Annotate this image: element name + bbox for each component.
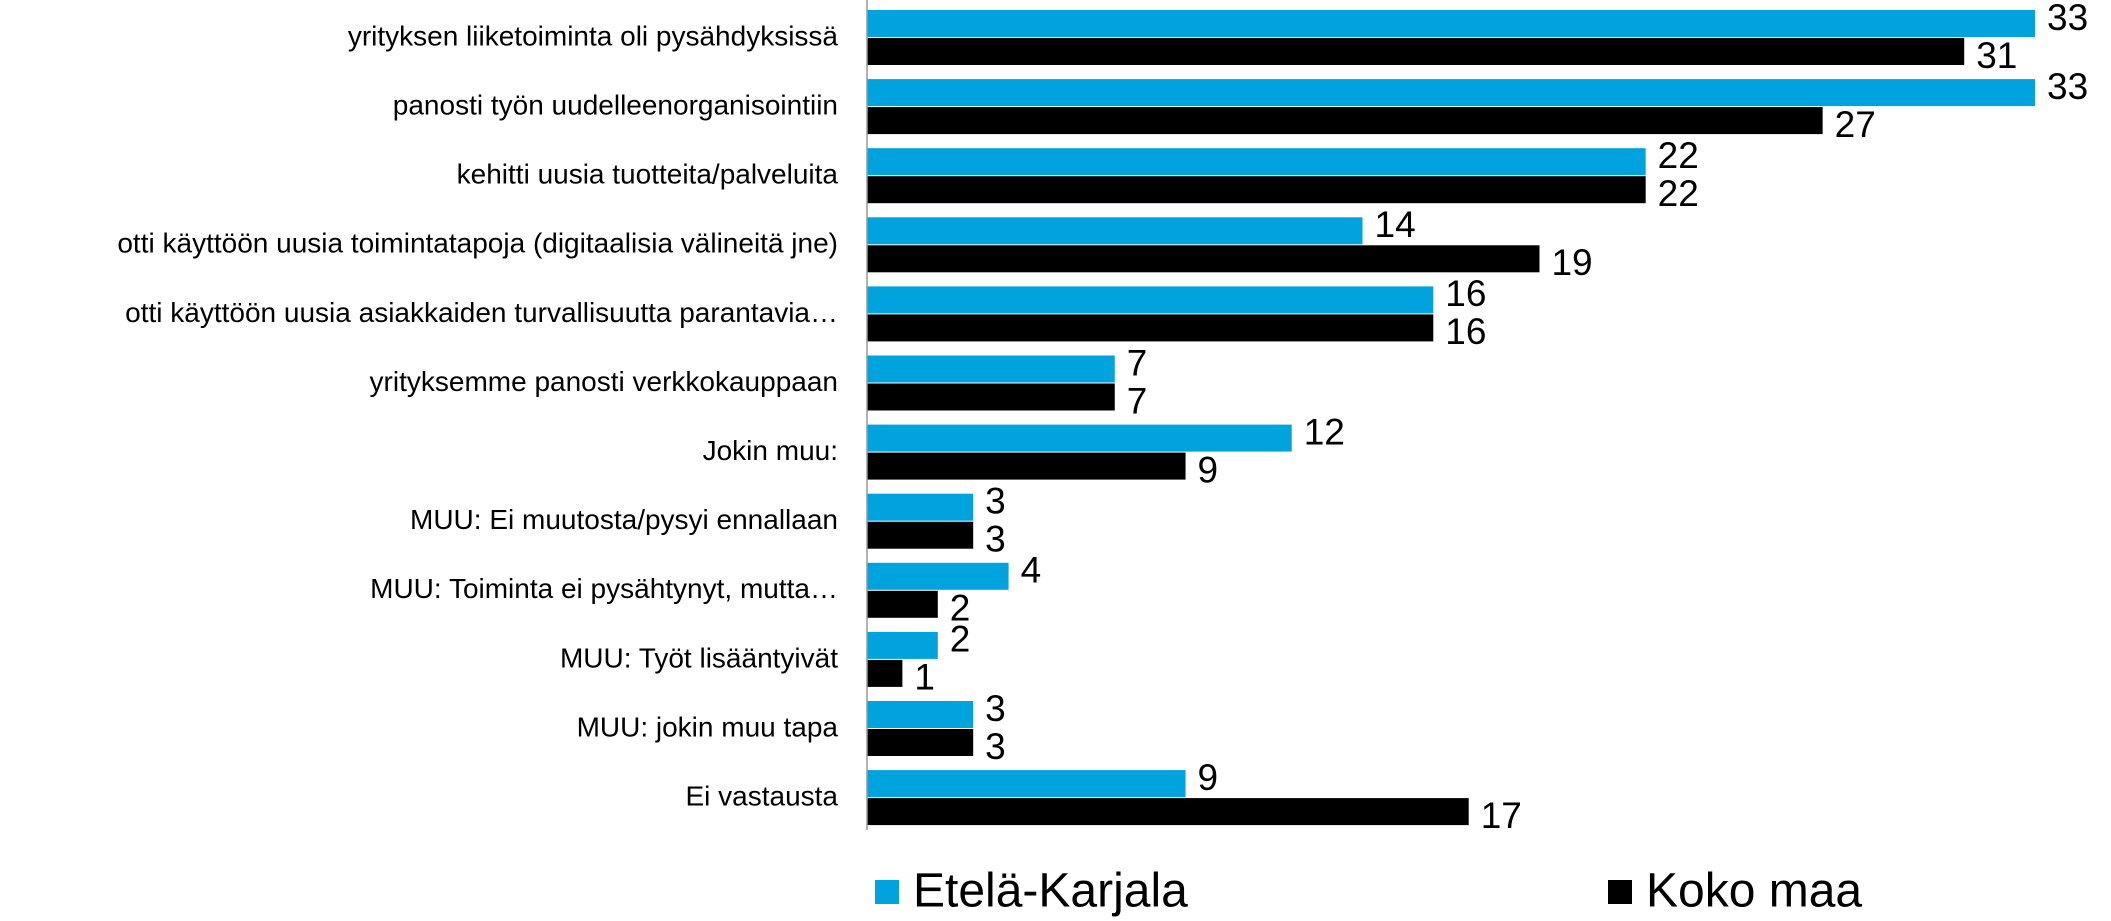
value-label: 17 — [1481, 795, 1522, 836]
legend-swatch — [875, 880, 899, 904]
value-label: 22 — [1658, 173, 1699, 214]
bar — [867, 10, 2035, 37]
value-label: 7 — [1127, 342, 1148, 383]
value-label: 12 — [1304, 411, 1345, 452]
category-label: yrityksemme panosti verkkokauppaan — [370, 366, 838, 397]
value-label: 3 — [985, 518, 1006, 559]
bar — [867, 521, 974, 549]
value-label: 31 — [1976, 35, 2017, 76]
bar — [867, 590, 938, 618]
value-label: 33 — [2047, 0, 2088, 38]
category-label: MUU: Ei muutosta/pysyi ennallaan — [410, 504, 838, 535]
category-label: panosti työn uudelleenorganisointiin — [393, 89, 838, 120]
bar — [867, 798, 1469, 826]
value-label: 33 — [2047, 66, 2088, 107]
bar — [867, 424, 1292, 452]
value-label: 3 — [985, 688, 1006, 729]
value-label: 14 — [1375, 204, 1416, 245]
value-label: 22 — [1658, 135, 1699, 176]
category-label: Ei vastausta — [685, 780, 838, 811]
legend-label: Koko maa — [1646, 865, 1862, 918]
bar — [867, 148, 1646, 176]
bar — [867, 217, 1363, 245]
value-label: 2 — [950, 619, 971, 660]
value-label: 16 — [1445, 311, 1486, 352]
bar — [867, 79, 2035, 107]
category-label: yrityksen liiketoiminta oli pysähdyksiss… — [348, 20, 839, 51]
category-label: otti käyttöön uusia toimintatapoja (digi… — [117, 228, 838, 259]
category-label: MUU: Toiminta ei pysähtynyt, mutta… — [370, 573, 838, 604]
category-label: MUU: Työt lisääntyivät — [560, 642, 838, 673]
bar — [867, 383, 1115, 411]
bar — [867, 701, 974, 728]
legend-label: Etelä-Karjala — [913, 865, 1188, 918]
value-label: 9 — [1198, 449, 1219, 490]
bar — [867, 286, 1434, 314]
value-label: 2 — [950, 588, 971, 629]
bar — [867, 314, 1434, 342]
bar — [867, 245, 1540, 273]
category-label: otti käyttöön uusia asiakkaiden turvalli… — [125, 297, 838, 328]
bar — [867, 659, 903, 687]
value-label: 3 — [985, 726, 1006, 767]
value-label: 1 — [914, 657, 935, 698]
bar — [867, 631, 938, 659]
bar — [867, 38, 1965, 65]
value-label: 27 — [1835, 104, 1876, 145]
category-label: Jokin muu: — [703, 435, 838, 466]
value-label: 7 — [1127, 380, 1148, 421]
value-label: 16 — [1445, 273, 1486, 314]
value-label: 3 — [985, 480, 1006, 521]
value-label: 4 — [1021, 550, 1042, 591]
bar — [867, 562, 1009, 590]
bar — [867, 355, 1115, 383]
bar — [867, 729, 974, 756]
value-label: 9 — [1198, 757, 1219, 798]
bar — [867, 493, 974, 521]
bar — [867, 452, 1186, 480]
category-label: MUU: jokin muu tapa — [577, 711, 839, 742]
bar — [867, 176, 1646, 204]
bar — [867, 107, 1823, 135]
legend-swatch — [1608, 880, 1632, 904]
category-label: kehitti uusia tuotteita/palveluita — [457, 159, 839, 190]
bar — [867, 770, 1186, 798]
value-label: 19 — [1551, 242, 1592, 283]
